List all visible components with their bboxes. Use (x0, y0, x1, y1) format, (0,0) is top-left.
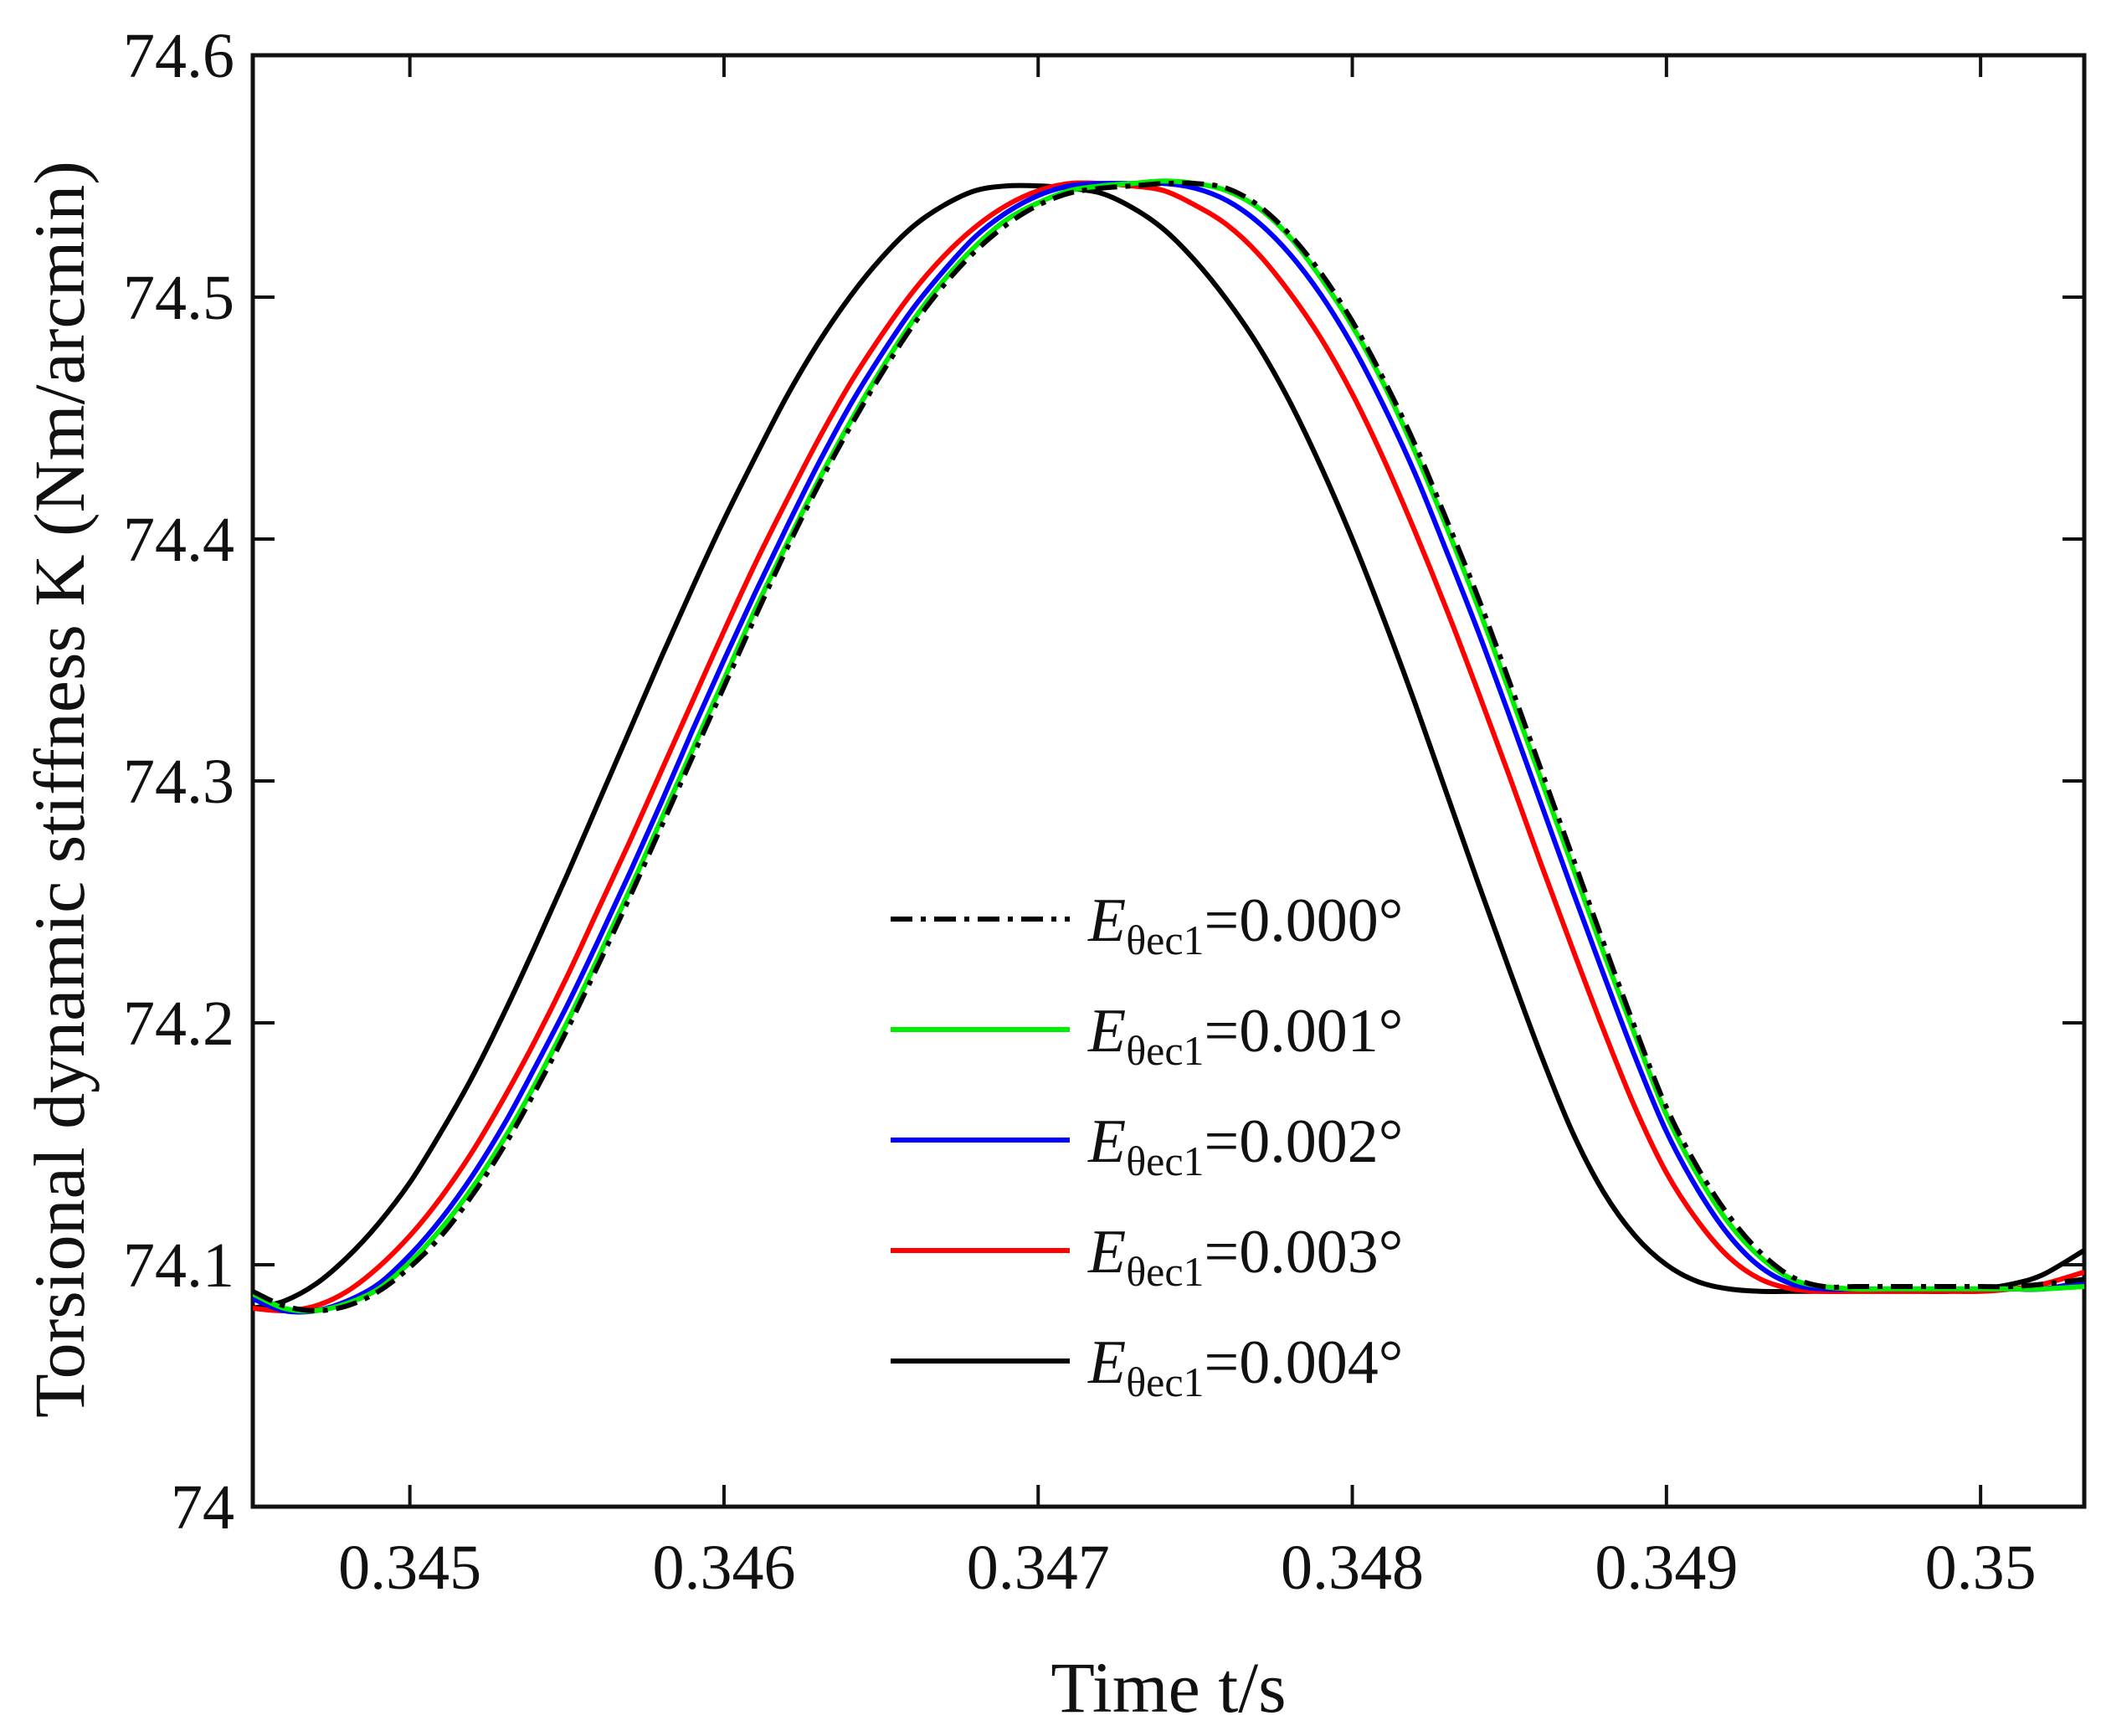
legend-label: Eθec1=0.004° (1087, 1328, 1403, 1405)
y-tick-label: 74 (171, 1472, 234, 1543)
series-lines (253, 178, 2084, 1315)
legend-label: Eθec1=0.003° (1087, 1218, 1403, 1295)
legend-label: Eθec1=0.000° (1087, 886, 1403, 963)
x-axis-title: Time t/s (1050, 1647, 1286, 1728)
y-axis-title: Torsional dynamic stiffness K (Nm/arcmin… (19, 161, 100, 1418)
plot-area (250, 53, 2087, 1509)
y-tick-label: 74.4 (123, 505, 234, 575)
x-tick-label: 0.345 (338, 1533, 481, 1603)
axis-ticks (253, 54, 2084, 1508)
y-tick-label: 74.1 (123, 1230, 234, 1301)
x-tick-label: 0.35 (1925, 1533, 2037, 1603)
x-tick-label: 0.349 (1595, 1533, 1738, 1603)
y-tick-label: 74.5 (123, 263, 234, 333)
series-line-4 (253, 182, 2084, 1311)
y-tick-labels: 74 74.1 74.2 74.3 74.4 74.5 74.6 (123, 21, 234, 1543)
x-tick-label: 0.348 (1281, 1533, 1424, 1603)
legend: Eθec1=0.000° Eθec1=0.001° Eθec1=0.002° Eθec… (891, 886, 1403, 1405)
series-line-0 (253, 180, 2084, 1313)
y-tick-label: 74.6 (123, 21, 234, 91)
x-tick-label: 0.347 (967, 1533, 1110, 1603)
legend-label: Eθec1=0.001° (1087, 997, 1403, 1074)
legend-label: Eθec1=0.002° (1087, 1107, 1403, 1184)
x-tick-label: 0.346 (652, 1533, 795, 1603)
plot-frame (250, 53, 2087, 1509)
y-tick-label: 74.2 (123, 989, 234, 1059)
x-tick-labels: 0.345 0.346 0.347 0.348 0.349 0.35 (338, 1533, 2037, 1603)
series-line-3 (253, 180, 2084, 1313)
y-tick-label: 74.3 (123, 747, 234, 817)
